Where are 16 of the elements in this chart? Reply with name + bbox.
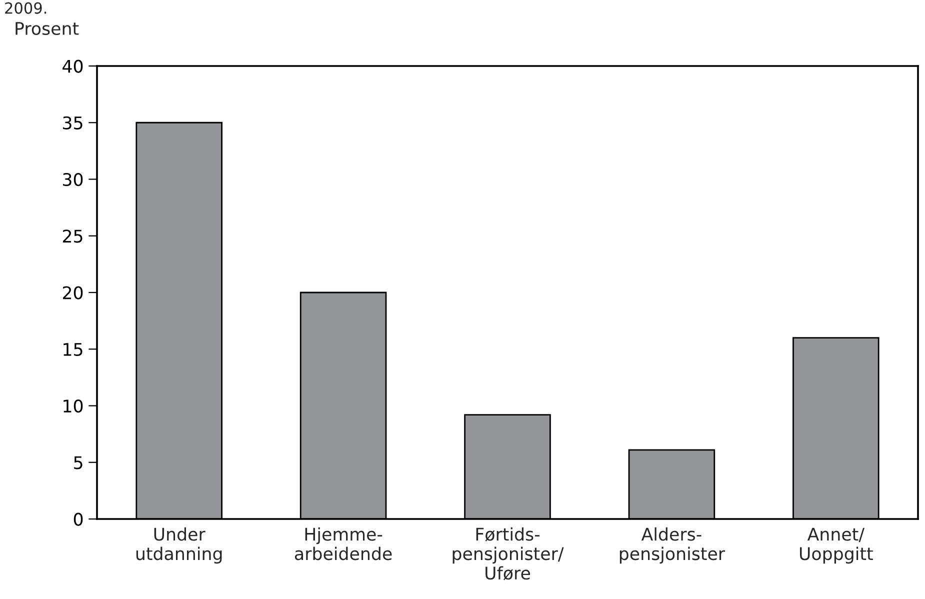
y-tick-label: 15 [64,343,82,356]
y-tick-label: 10 [64,399,83,413]
x-tick-label: Annet/ Uoppgitt [800,528,873,564]
y-tick-label: 30 [63,172,83,186]
y-tick-label: 25 [62,230,82,243]
y-axis-title: Prosent [16,22,79,36]
chart-title: 2009. [5,2,46,14]
x-tick-label: Under utdanning [136,527,222,564]
y-tick-label: 35 [63,116,82,130]
y-tick-label: 20 [62,286,83,300]
y-tick-label: 40 [62,60,83,73]
x-tick-label: Alders- pensjonister [620,527,726,564]
y-tick-label: 0 [74,512,83,526]
y-tick-label: 5 [74,456,82,470]
x-tick-label: Hjemme- arbeidende [294,527,392,560]
x-tick-label: Førtids- pensjonister/ Uføre [452,527,564,580]
